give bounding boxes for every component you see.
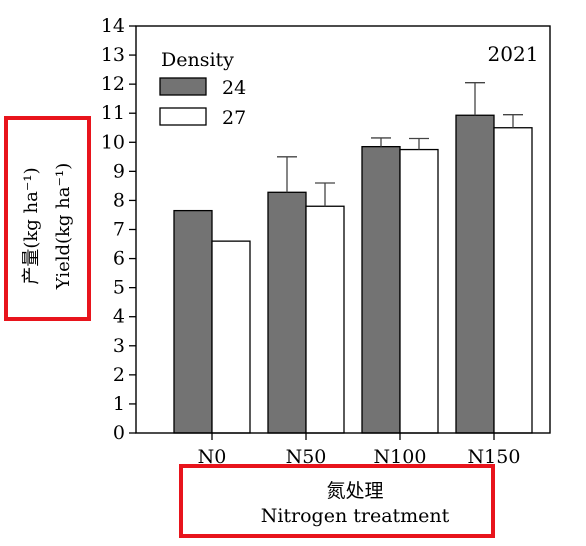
plot-frame	[135, 25, 551, 434]
x-axis-label-highlight-box	[179, 464, 495, 538]
y-tick-label: 7	[113, 219, 125, 241]
y-axis-label-chinese: 产量(kg ha⁻¹)	[21, 167, 42, 284]
bar-24-N50	[267, 191, 307, 434]
y-tick-label: 14	[101, 15, 125, 37]
y-tick-label: 3	[113, 335, 125, 357]
bar-27-N0	[211, 240, 251, 434]
y-tick-label: 0	[113, 422, 125, 444]
y-axis-label-highlight-box	[4, 116, 91, 321]
y-tick-label: 2	[113, 364, 125, 386]
y-tick-label: 10	[101, 131, 125, 153]
bar-27-N150	[493, 127, 533, 434]
legend-label-24: 24	[222, 77, 246, 99]
x-tick-label-N50: N50	[286, 446, 327, 468]
bar-24-N0	[173, 209, 213, 434]
legend-swatch-24	[159, 77, 207, 96]
x-axis-label: Nitrogen treatment	[261, 505, 450, 527]
y-axis-label: Yield(kg ha⁻¹)	[53, 163, 74, 291]
y-tick-label: 8	[113, 189, 125, 211]
x-axis-ticks: N0 N50 N100 N150	[198, 433, 521, 468]
y-tick-label: 6	[113, 248, 125, 270]
bar-27-N50	[305, 205, 345, 434]
y-tick-label: 12	[101, 73, 125, 95]
bars	[173, 82, 533, 434]
y-tick-label: 1	[113, 393, 125, 415]
bar-27-N100	[399, 148, 439, 434]
x-tick-label-N0: N0	[198, 446, 227, 468]
x-axis-label-chinese: 氮处理	[326, 480, 383, 502]
x-tick-label-N100: N100	[374, 446, 427, 468]
x-tick-label-N150: N150	[468, 446, 521, 468]
y-tick-label: 9	[113, 160, 125, 182]
y-tick-label: 11	[101, 102, 125, 124]
legend-label-27: 27	[222, 107, 246, 129]
y-tick-label: 13	[101, 44, 125, 66]
legend-swatch-27	[159, 107, 207, 126]
bar-24-N150	[455, 114, 495, 434]
legend-title: Density	[161, 49, 234, 71]
y-tick-label: 5	[113, 277, 125, 299]
bar-24-N100	[361, 145, 401, 434]
y-tick-label: 4	[113, 306, 125, 328]
chart-title: 2021	[488, 42, 539, 66]
